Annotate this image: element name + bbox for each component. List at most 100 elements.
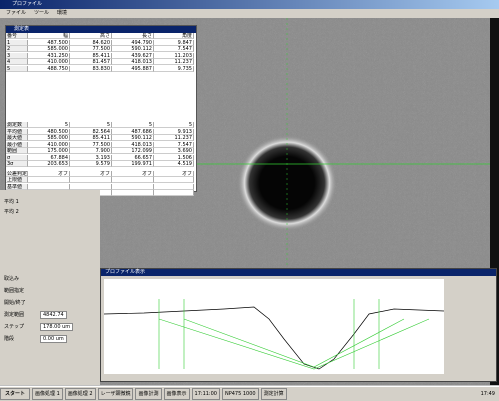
table-cell: 1.506	[154, 155, 194, 161]
table-cell: 5	[154, 122, 194, 128]
table-cell: 85.411	[70, 53, 112, 59]
table-cell: 最大値	[6, 135, 28, 141]
table-cell: オフ	[70, 171, 112, 177]
table-cell: 5	[70, 122, 112, 128]
panel-label: 平均 2	[4, 208, 19, 215]
panel-label: 開始/終了	[4, 299, 26, 306]
table-cell: 長さ	[112, 33, 154, 39]
table-cell: 418.013	[112, 142, 154, 148]
table-cell: 9.847	[154, 40, 194, 46]
table-cell: 590.112	[112, 135, 154, 141]
table-cell: 488.750	[28, 66, 70, 72]
table-cell: 11.203	[154, 53, 194, 59]
table-cell: 3.690	[154, 148, 194, 154]
table-cell	[28, 184, 70, 190]
table-cell: 418.013	[112, 59, 154, 65]
table-cell: 410.000	[28, 59, 70, 65]
table-cell	[112, 177, 154, 183]
table-cell: 7.900	[70, 148, 112, 154]
table-cell: 9.579	[70, 161, 112, 167]
table-cell: 77.500	[70, 142, 112, 148]
panel-value: 178.00 um	[40, 323, 73, 331]
table-cell: σ	[6, 155, 28, 161]
table-cell: 410.000	[28, 142, 70, 148]
table-cell: 基準値	[6, 184, 28, 190]
profile-line	[104, 307, 444, 369]
table-cell: 199.971	[112, 161, 154, 167]
table-cell: 77.500	[70, 46, 112, 52]
menu-bar: ファイルツール環境	[0, 9, 499, 18]
table-cell: 最小値	[6, 142, 28, 148]
table-cell: オフ	[28, 171, 70, 177]
table-cell: 494.790	[112, 40, 154, 46]
table-cell: 平均値	[6, 129, 28, 135]
table-cell: 495.887	[112, 66, 154, 72]
task-button[interactable]: NP475 1000	[222, 388, 259, 400]
table-cell: 585.000	[28, 46, 70, 52]
table-cell: 9.913	[154, 129, 194, 135]
task-button[interactable]: 画像表示	[164, 388, 190, 400]
task-button[interactable]: 画像処理 2	[65, 388, 96, 400]
table-cell: 2	[6, 46, 28, 52]
table-cell: 203.653	[28, 161, 70, 167]
table-cell: 431.250	[28, 53, 70, 59]
task-button[interactable]: 画像処理 1	[32, 388, 63, 400]
table-cell: 83.830	[70, 66, 112, 72]
menu-item[interactable]: ファイル	[6, 9, 26, 18]
table-cell: オフ	[154, 171, 194, 177]
table-cell: 5	[112, 122, 154, 128]
clock: 17:49	[481, 391, 499, 397]
task-button[interactable]: 17:11:00	[192, 388, 220, 400]
table-cell	[154, 190, 194, 196]
panel-label: 測定範囲	[4, 311, 24, 318]
table-cell: 439.627	[112, 53, 154, 59]
panel-label: 平均 1	[4, 198, 19, 205]
task-button[interactable]: レーザ顕微鏡	[98, 388, 134, 400]
table-cell: 測定数	[6, 122, 28, 128]
table-cell: 3.193	[70, 155, 112, 161]
table-cell: 85.411	[70, 135, 112, 141]
table-cell: 11.237	[154, 59, 194, 65]
table-cell	[28, 177, 70, 183]
table-cell	[154, 177, 194, 183]
table-cell: 範囲	[6, 148, 28, 154]
table-cell: オフ	[112, 171, 154, 177]
table-title: 測定表	[6, 26, 196, 33]
table-cell: 上限値	[6, 177, 28, 183]
screen: プロファイル ファイルツール環境 測定表 番号幅高さ長さ角度1487.50084…	[0, 0, 499, 400]
table-cell: 175.000	[28, 148, 70, 154]
table-cell: 81.457	[70, 59, 112, 65]
panel-value: 4842.74	[40, 311, 67, 319]
table-cell: 82.564	[70, 129, 112, 135]
table-cell: 487.500	[28, 40, 70, 46]
panel-value: 0.00 um	[40, 335, 67, 343]
table-cell: 番号	[6, 33, 28, 39]
menu-item[interactable]: 環境	[57, 9, 67, 18]
table-cell: 高さ	[70, 33, 112, 39]
menu-item[interactable]: ツール	[34, 9, 49, 18]
table-cell	[112, 184, 154, 190]
table-cell: 7.547	[154, 142, 194, 148]
profile-plot	[104, 279, 444, 374]
button[interactable]: スタート	[0, 388, 30, 400]
table-cell: 172.099	[112, 148, 154, 154]
table-cell: 5	[28, 122, 70, 128]
table-cell: 67.884	[28, 155, 70, 161]
fit-lines	[159, 299, 429, 369]
table-cell: 1	[6, 40, 28, 46]
table-cell: 590.112	[112, 46, 154, 52]
task-button[interactable]: 測定計算	[261, 388, 287, 400]
profile-window: プロファイル表示	[100, 268, 497, 382]
task-button[interactable]: 画像計測	[135, 388, 161, 400]
table-cell: 幅	[28, 33, 70, 39]
table-cell	[70, 177, 112, 183]
table-cell: 9.735	[154, 66, 194, 72]
panel-label: 取込み	[4, 275, 19, 282]
table-cell: 7.547	[154, 46, 194, 52]
table-cell: 3	[6, 53, 28, 59]
panel-label: ステップ	[4, 323, 24, 330]
table-cell: 480.500	[28, 129, 70, 135]
